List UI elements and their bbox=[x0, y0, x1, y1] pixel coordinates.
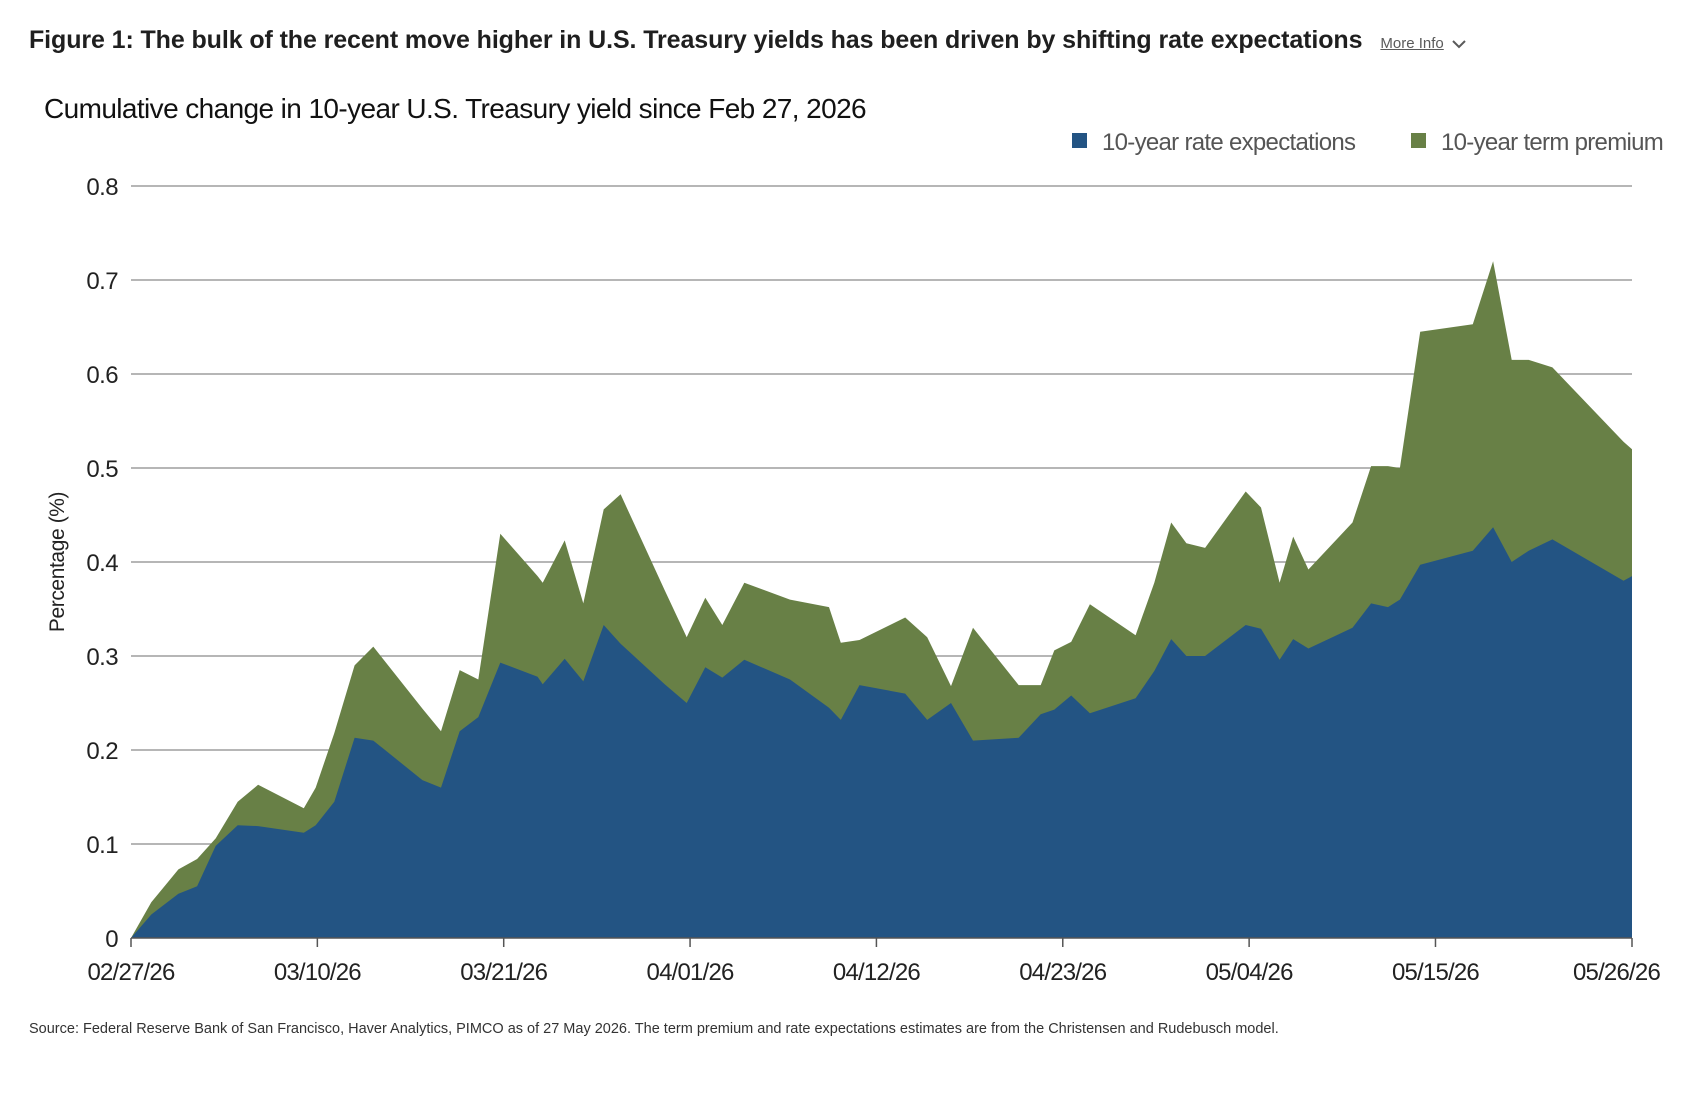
x-tick-label: 03/10/26 bbox=[274, 959, 361, 986]
x-tick-label: 03/21/26 bbox=[460, 959, 547, 986]
figure-title: Figure 1: The bulk of the recent move hi… bbox=[29, 26, 1363, 54]
x-tick-label: 05/26/26 bbox=[1573, 959, 1660, 986]
more-info-label[interactable]: More Info bbox=[1380, 35, 1444, 52]
rate-expectations-area bbox=[131, 527, 1632, 938]
x-tick-label: 05/15/26 bbox=[1392, 959, 1479, 986]
x-axis-tick-labels: 02/27/26 03/10/26 03/21/26 04/01/26 04/12/26… bbox=[87, 959, 1661, 986]
figure-header: Figure 1: The bulk of the recent move hi… bbox=[29, 26, 1466, 55]
area-series bbox=[131, 261, 1632, 938]
y-tick-label: 0.6 bbox=[86, 362, 118, 389]
x-axis bbox=[130, 937, 1633, 947]
legend-item-term-premium: 10-year term premium bbox=[1411, 129, 1664, 156]
chart-title: Cumulative change in 10-year U.S. Treasu… bbox=[44, 93, 866, 124]
legend-swatch bbox=[1072, 133, 1087, 148]
x-tick-label: 04/23/26 bbox=[1019, 959, 1106, 986]
y-tick-label: 0.5 bbox=[86, 456, 118, 483]
x-tick-label: 05/04/26 bbox=[1206, 959, 1293, 986]
y-tick-label: 0.8 bbox=[86, 174, 118, 201]
y-tick-label: 0.4 bbox=[86, 550, 118, 577]
legend-label: 10-year rate expectations bbox=[1102, 129, 1356, 156]
legend-swatch bbox=[1411, 133, 1426, 148]
y-tick-label: 0.2 bbox=[86, 738, 118, 765]
source-note: Source: Federal Reserve Bank of San Fran… bbox=[29, 1021, 1279, 1037]
y-tick-label: 0 bbox=[105, 926, 118, 953]
y-tick-label: 0.7 bbox=[86, 268, 118, 295]
y-axis-label: Percentage (%) bbox=[46, 492, 69, 632]
more-info-toggle[interactable]: More Info bbox=[1380, 35, 1466, 52]
area-chart: 0 0.1 0.2 0.3 0.4 0.5 0.6 0.7 0.8 02/27/26 03/10/… bbox=[44, 93, 1664, 986]
y-tick-label: 0.1 bbox=[86, 832, 118, 859]
chevron-down-icon[interactable] bbox=[1452, 39, 1466, 49]
x-tick-label: 02/27/26 bbox=[87, 959, 174, 986]
legend: 10-year rate expectations 10-year term pr… bbox=[1072, 129, 1664, 156]
x-tick-label: 04/12/26 bbox=[833, 959, 920, 986]
legend-label: 10-year term premium bbox=[1441, 129, 1663, 156]
y-axis-tick-labels: 0 0.1 0.2 0.3 0.4 0.5 0.6 0.7 0.8 bbox=[86, 174, 118, 953]
x-tick-label: 04/01/26 bbox=[647, 959, 734, 986]
y-tick-label: 0.3 bbox=[86, 644, 118, 671]
legend-item-rate-expectations: 10-year rate expectations bbox=[1072, 129, 1357, 156]
